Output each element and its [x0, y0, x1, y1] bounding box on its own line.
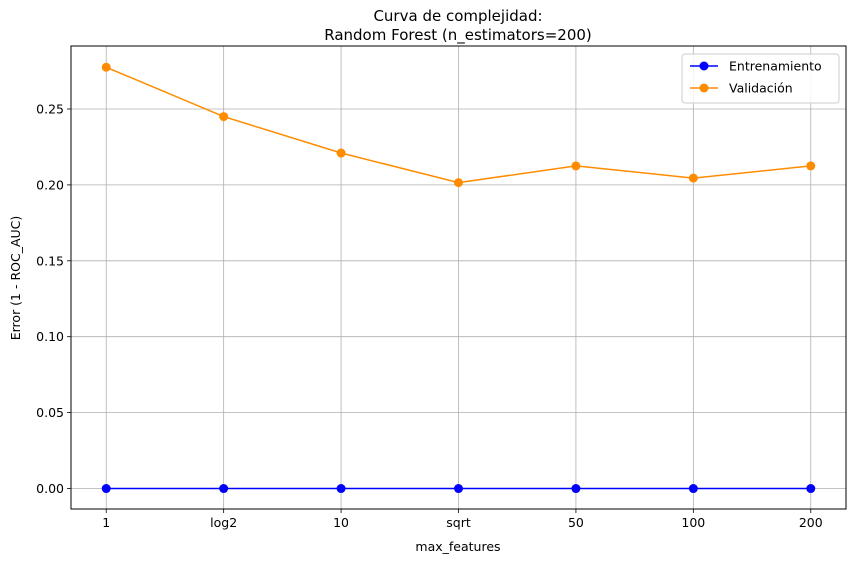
- x-tick-label: 100: [681, 515, 705, 530]
- series-layer: [101, 62, 816, 494]
- data-point-series-1: [101, 62, 111, 72]
- x-tick-label: log2: [210, 515, 237, 530]
- y-axis-label: Error (1 - ROC_AUC): [8, 216, 23, 341]
- data-point-series-0: [688, 484, 698, 494]
- data-point-series-0: [806, 484, 816, 494]
- legend: Entrenamiento Validación: [681, 53, 840, 104]
- data-point-series-0: [101, 484, 111, 494]
- x-axis-label: max_features: [415, 539, 500, 554]
- data-point-series-1: [336, 148, 346, 158]
- data-point-series-1: [219, 112, 229, 122]
- data-point-series-1: [454, 178, 463, 188]
- legend-box: [681, 53, 840, 104]
- y-tick-label: 0.25: [36, 101, 64, 116]
- y-tick-label: 0.15: [36, 253, 64, 268]
- x-tick-label: sqrt: [446, 515, 471, 530]
- legend-marker-entrenamiento: [699, 61, 709, 71]
- y-axis-ticks: 0.00 0.05 0.10 0.15 0.20 0.25: [36, 101, 71, 496]
- y-tick-label: 0.20: [36, 177, 64, 192]
- data-point-series-1: [806, 161, 816, 171]
- data-point-series-1: [571, 161, 581, 171]
- data-point-series-0: [454, 484, 463, 494]
- grid: [71, 46, 846, 509]
- x-axis-ticks: 1 log2 10 sqrt 50 100 200: [102, 509, 823, 530]
- x-tick-label: 50: [568, 515, 584, 530]
- x-tick-label: 1: [102, 515, 110, 530]
- data-point-series-0: [571, 484, 581, 494]
- legend-marker-validacion: [699, 83, 709, 93]
- legend-label-entrenamiento: Entrenamiento: [729, 59, 822, 74]
- chart-title-line1: Curva de complejidad:: [373, 7, 542, 25]
- legend-label-validacion: Validación: [729, 81, 793, 96]
- data-point-series-0: [336, 484, 346, 494]
- x-tick-label: 200: [799, 515, 823, 530]
- data-point-series-1: [688, 173, 698, 183]
- y-tick-label: 0.10: [36, 329, 64, 344]
- data-point-series-0: [219, 484, 229, 494]
- y-tick-label: 0.05: [36, 405, 64, 420]
- chart-title-line2: Random Forest (n_estimators=200): [324, 26, 592, 45]
- y-tick-label: 0.00: [36, 481, 64, 496]
- x-tick-label: 10: [333, 515, 349, 530]
